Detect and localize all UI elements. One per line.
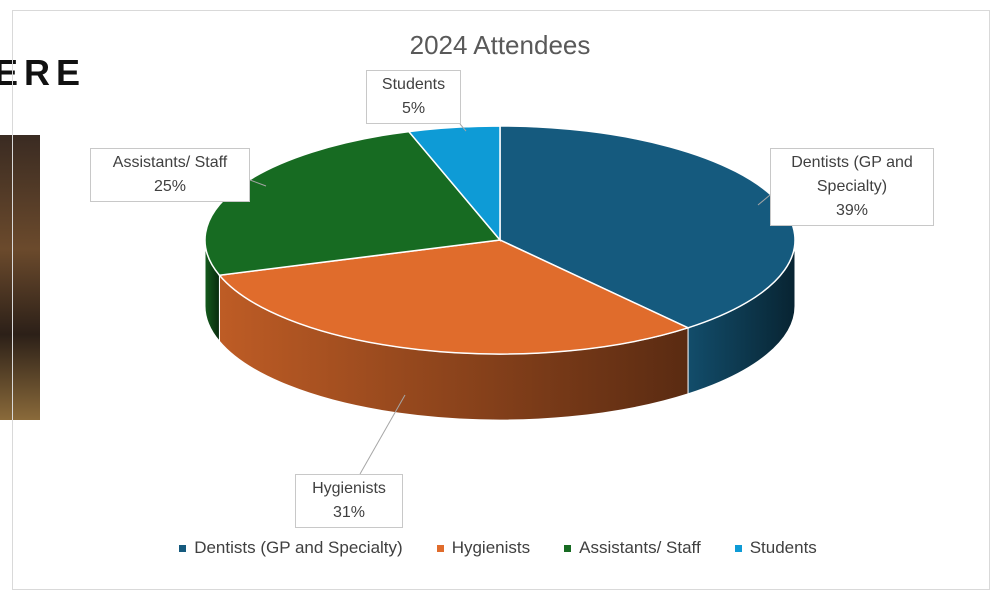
legend-text: Dentists (GP and Specialty)	[194, 538, 403, 557]
legend-item: Assistants/ Staff	[564, 538, 701, 558]
slice	[407, 125, 501, 243]
data-label-value: 25%	[153, 178, 187, 195]
leader-line	[359, 394, 406, 475]
page: ERE 2024 Attendees (() => { const data =…	[0, 10, 996, 590]
leader-line	[459, 123, 467, 132]
slice	[217, 239, 691, 355]
data-label-name: Dentists (GP and Specialty)	[791, 154, 913, 195]
chart-title: 2024 Attendees	[410, 30, 591, 60]
data-label: Students 5%	[366, 70, 461, 124]
data-label: Dentists (GP and Specialty) 39%	[770, 148, 934, 226]
page-heading: ERE	[0, 52, 87, 93]
data-label-value: 39%	[835, 202, 869, 219]
legend-swatch	[436, 544, 444, 552]
data-label-name: Assistants/ Staff	[112, 154, 228, 171]
data-label: Hygienists 31%	[295, 474, 403, 528]
chart: 2024 Attendees	[204, 30, 796, 475]
data-label: Assistants/ Staff 25%	[90, 148, 250, 202]
legend-swatch	[564, 544, 572, 552]
legend-item: Students	[734, 538, 817, 558]
legend: Dentists (GP and Specialty) Hygienists Ass…	[0, 538, 996, 558]
data-label-name: Students	[381, 76, 446, 93]
photo	[0, 135, 40, 420]
legend-text: Students	[749, 538, 817, 557]
data-label-value: 31%	[332, 504, 366, 521]
data-label-value: 5%	[401, 100, 426, 117]
legend-text: Assistants/ Staff	[579, 538, 701, 557]
leader-line	[249, 179, 267, 187]
legend-item: Hygienists	[436, 538, 531, 558]
legend-item: Dentists (GP and Specialty)	[179, 538, 403, 558]
legend-text: Hygienists	[451, 538, 531, 557]
data-label-name: Hygienists	[312, 480, 386, 497]
legend-swatch	[734, 544, 742, 552]
leader-line	[757, 194, 771, 206]
legend-swatch	[179, 544, 187, 552]
